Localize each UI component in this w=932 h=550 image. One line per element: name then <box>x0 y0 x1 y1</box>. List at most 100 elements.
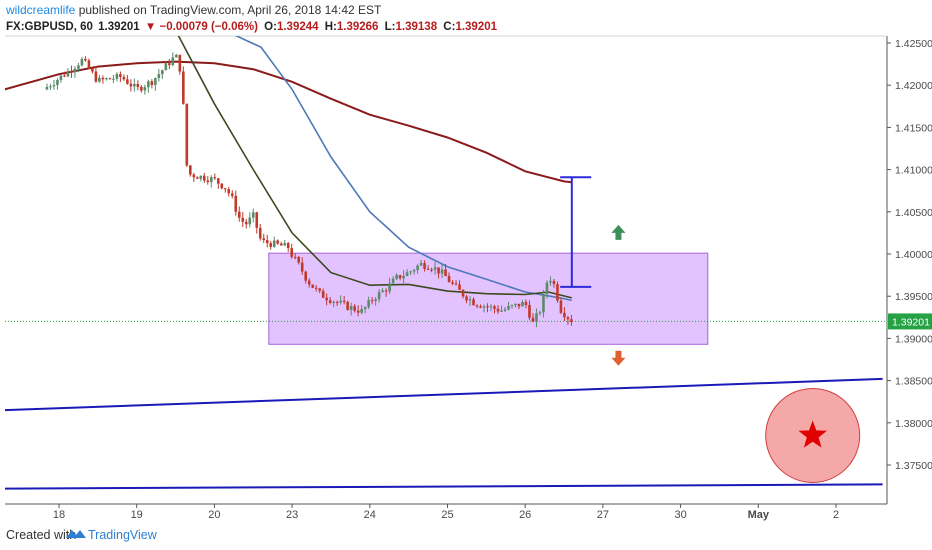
candle-body <box>293 256 297 258</box>
candle-body <box>119 74 122 77</box>
candle-body <box>136 83 140 87</box>
candle-body <box>423 263 426 269</box>
trendline-1[interactable] <box>5 377 883 412</box>
candle <box>559 297 563 315</box>
candle-body <box>59 75 63 80</box>
candle <box>521 300 524 307</box>
candle-body <box>381 290 384 293</box>
candle-body <box>171 57 175 66</box>
candle <box>489 304 493 312</box>
candle-body <box>77 65 80 69</box>
candle <box>549 276 552 286</box>
y-tick-label: 1.41500 <box>895 122 932 134</box>
candle-body <box>272 240 276 247</box>
candle <box>423 260 426 272</box>
candle-body <box>230 193 234 196</box>
candle <box>185 103 189 168</box>
candle-body <box>510 305 514 307</box>
tradingview-brand-link[interactable]: TradingView <box>88 528 158 542</box>
candle-body <box>290 248 294 257</box>
trendline-2[interactable] <box>5 483 883 490</box>
candle-body <box>269 243 273 247</box>
candle <box>112 74 115 83</box>
consolidation-box[interactable] <box>268 252 709 345</box>
candle-body <box>479 306 482 308</box>
candle-body <box>542 293 545 313</box>
candle <box>353 304 356 313</box>
candle <box>496 305 500 314</box>
candle-body <box>552 281 556 285</box>
candle-body <box>73 68 77 73</box>
candle <box>405 269 409 277</box>
candle <box>108 77 112 80</box>
candle <box>328 297 332 305</box>
candle <box>45 83 49 91</box>
candle <box>230 190 234 199</box>
candle-body <box>559 300 563 313</box>
candle <box>325 293 328 306</box>
candle-body <box>475 305 479 307</box>
low-label: L: <box>385 21 396 33</box>
candle <box>87 58 91 70</box>
close-label: C: <box>443 21 455 33</box>
candle-body <box>265 240 269 244</box>
axes: 1.42500 1.42000 1.41500 1.41000 1.40500 1.400… <box>53 38 932 521</box>
candle <box>105 77 108 81</box>
candle <box>346 300 349 311</box>
candle <box>272 236 276 248</box>
candle <box>335 300 339 307</box>
y-tick-label: 1.40500 <box>895 207 932 219</box>
candle <box>223 188 227 193</box>
candle-body <box>94 71 98 82</box>
candle <box>84 56 87 62</box>
candle-body <box>556 284 559 301</box>
candle <box>126 74 129 85</box>
candle-body <box>87 60 91 69</box>
candle-body <box>472 299 475 306</box>
candle <box>290 243 294 259</box>
x-tick-label: 26 <box>519 509 531 521</box>
y-tick-label: 1.37500 <box>895 460 932 472</box>
moving-average-3 <box>177 36 572 299</box>
candle <box>531 313 535 323</box>
candle-body <box>227 189 231 194</box>
candle <box>318 287 321 294</box>
plot-area[interactable] <box>5 28 886 490</box>
x-tick-label: 2 <box>833 509 839 521</box>
x-tick-label: 19 <box>131 509 143 521</box>
candle <box>171 52 175 67</box>
down-triangle-icon: ▼ <box>145 21 156 33</box>
candle-body <box>244 221 248 225</box>
publisher-user[interactable]: wildcreamlife <box>5 3 76 17</box>
low-value: 1.39138 <box>396 21 438 33</box>
y-tick-label: 1.38000 <box>895 418 932 430</box>
candle <box>542 289 545 318</box>
candle-body <box>150 81 154 85</box>
candle-body <box>206 180 210 183</box>
candle <box>98 74 101 83</box>
moving-average-1 <box>5 60 572 184</box>
candle <box>367 296 370 310</box>
candle <box>433 261 437 275</box>
candle <box>486 303 489 313</box>
candle <box>332 300 335 308</box>
tradingview-logo-icon <box>66 530 86 538</box>
y-tick-label: 1.39000 <box>895 333 932 345</box>
candle-body <box>209 177 213 183</box>
candle-body <box>451 282 454 284</box>
candle-body <box>216 178 220 184</box>
candle-body <box>398 275 402 279</box>
candle-body <box>129 83 133 87</box>
up-arrow-icon[interactable] <box>611 224 626 240</box>
candle <box>56 78 59 90</box>
candle <box>356 305 360 317</box>
down-arrow-icon[interactable] <box>611 350 626 366</box>
candle <box>444 264 447 277</box>
candle <box>311 284 314 289</box>
candle-body <box>395 275 398 279</box>
candle <box>192 172 196 182</box>
high-value: 1.39266 <box>337 21 379 33</box>
candle <box>384 288 388 297</box>
y-tick-label: 1.41000 <box>895 165 932 177</box>
candle <box>458 280 461 290</box>
